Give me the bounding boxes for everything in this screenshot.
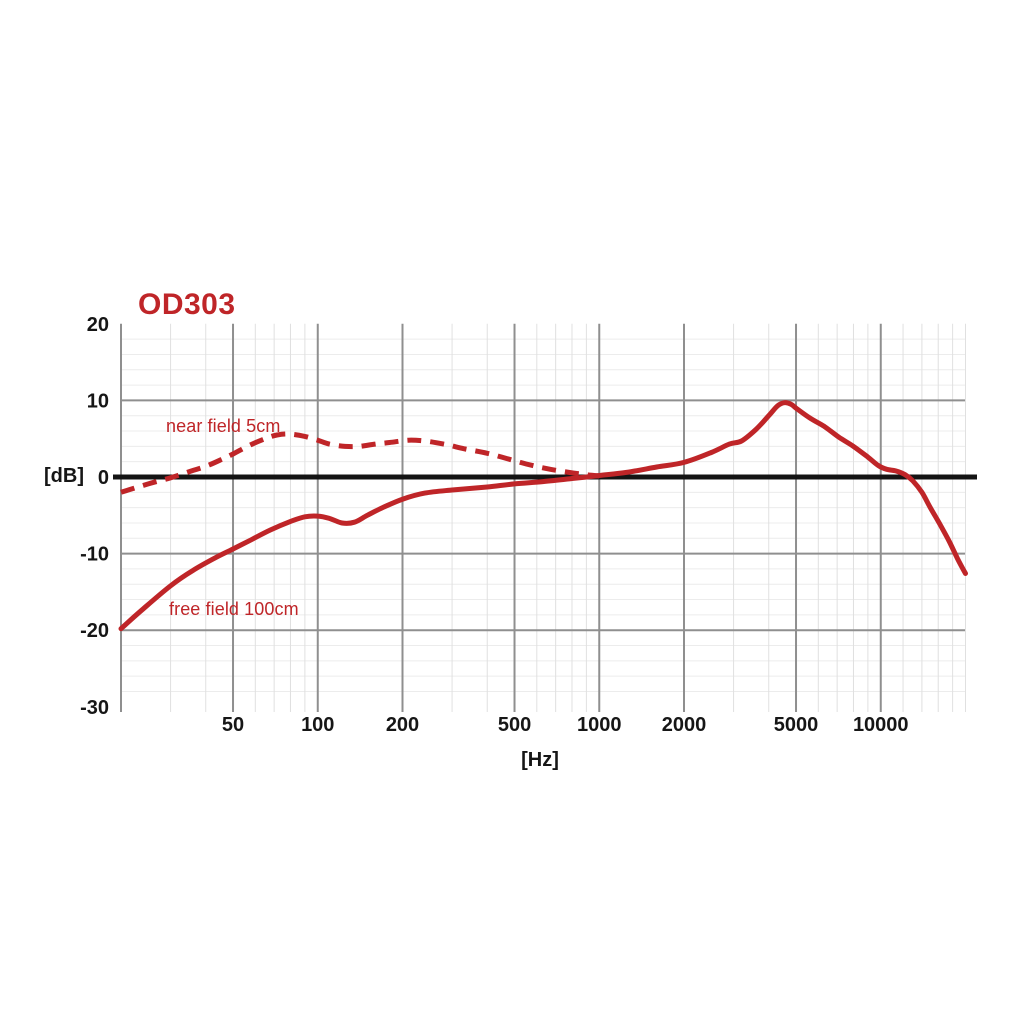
x-tick-label: 100: [301, 714, 334, 736]
near-field-series-label: near field 5cm: [166, 416, 281, 436]
y-tick-label: -10: [80, 544, 109, 566]
x-tick-label: 1000: [577, 714, 622, 736]
y-tick-label: -30: [80, 697, 109, 719]
x-tick-label: 50: [222, 714, 244, 736]
x-tick-label: 500: [498, 714, 531, 736]
curve-free-field: [118, 400, 968, 632]
x-tick-label: 2000: [662, 714, 707, 736]
x-tick-label: 200: [386, 714, 419, 736]
x-tick-label: 5000: [774, 714, 819, 736]
free-field-series-label: free field 100cm: [169, 599, 299, 619]
chart-title: OD303: [138, 288, 236, 321]
x-tick-label: 10000: [853, 714, 909, 736]
curve-near-field: [120, 431, 600, 495]
y-tick-label: 10: [87, 390, 109, 412]
y-tick-label: -20: [80, 620, 109, 642]
y-tick-label: 0: [98, 467, 109, 489]
x-axis-unit-label: [Hz]: [521, 749, 559, 771]
y-tick-label: 20: [87, 314, 109, 336]
y-axis-unit-label: [dB]: [44, 465, 84, 487]
